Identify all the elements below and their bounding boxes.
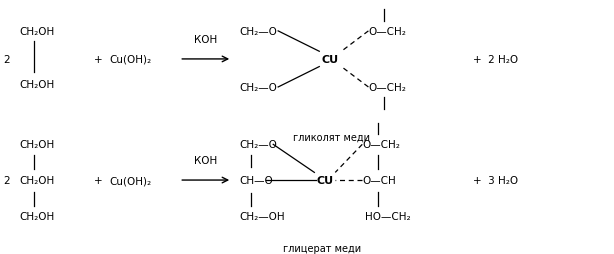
Text: CU: CU — [322, 55, 339, 65]
Text: 2: 2 — [4, 175, 10, 185]
Text: +: + — [94, 175, 103, 185]
Text: КОН: КОН — [194, 155, 217, 165]
Text: CH—O: CH—O — [239, 175, 273, 185]
Text: CH₂—O: CH₂—O — [239, 83, 278, 93]
Text: CH₂OH: CH₂OH — [20, 175, 55, 185]
Text: гликолят меди: гликолят меди — [293, 132, 370, 142]
Text: CH₂—O: CH₂—O — [239, 140, 278, 150]
Text: 2: 2 — [4, 55, 10, 65]
Text: O—CH₂: O—CH₂ — [368, 27, 406, 37]
Text: +  2 H₂O: + 2 H₂O — [473, 55, 518, 65]
Text: HO—CH₂: HO—CH₂ — [365, 211, 411, 221]
Text: КОН: КОН — [194, 34, 217, 44]
Text: +: + — [94, 55, 103, 65]
Text: CH₂—OH: CH₂—OH — [239, 211, 285, 221]
Text: глицерат меди: глицерат меди — [283, 243, 362, 253]
Text: CU: CU — [317, 175, 334, 185]
Text: O—CH₂: O—CH₂ — [368, 83, 406, 93]
Text: Cu(OH)₂: Cu(OH)₂ — [109, 175, 152, 185]
Text: +  3 H₂O: + 3 H₂O — [473, 175, 518, 185]
Text: O—CH: O—CH — [362, 175, 396, 185]
Text: CH₂—O: CH₂—O — [239, 27, 278, 37]
Text: O—CH₂: O—CH₂ — [362, 140, 400, 150]
Text: Cu(OH)₂: Cu(OH)₂ — [109, 55, 152, 65]
Text: CH₂OH: CH₂OH — [20, 80, 55, 90]
Text: CH₂OH: CH₂OH — [20, 211, 55, 221]
Text: CH₂OH: CH₂OH — [20, 27, 55, 37]
Text: CH₂OH: CH₂OH — [20, 140, 55, 150]
